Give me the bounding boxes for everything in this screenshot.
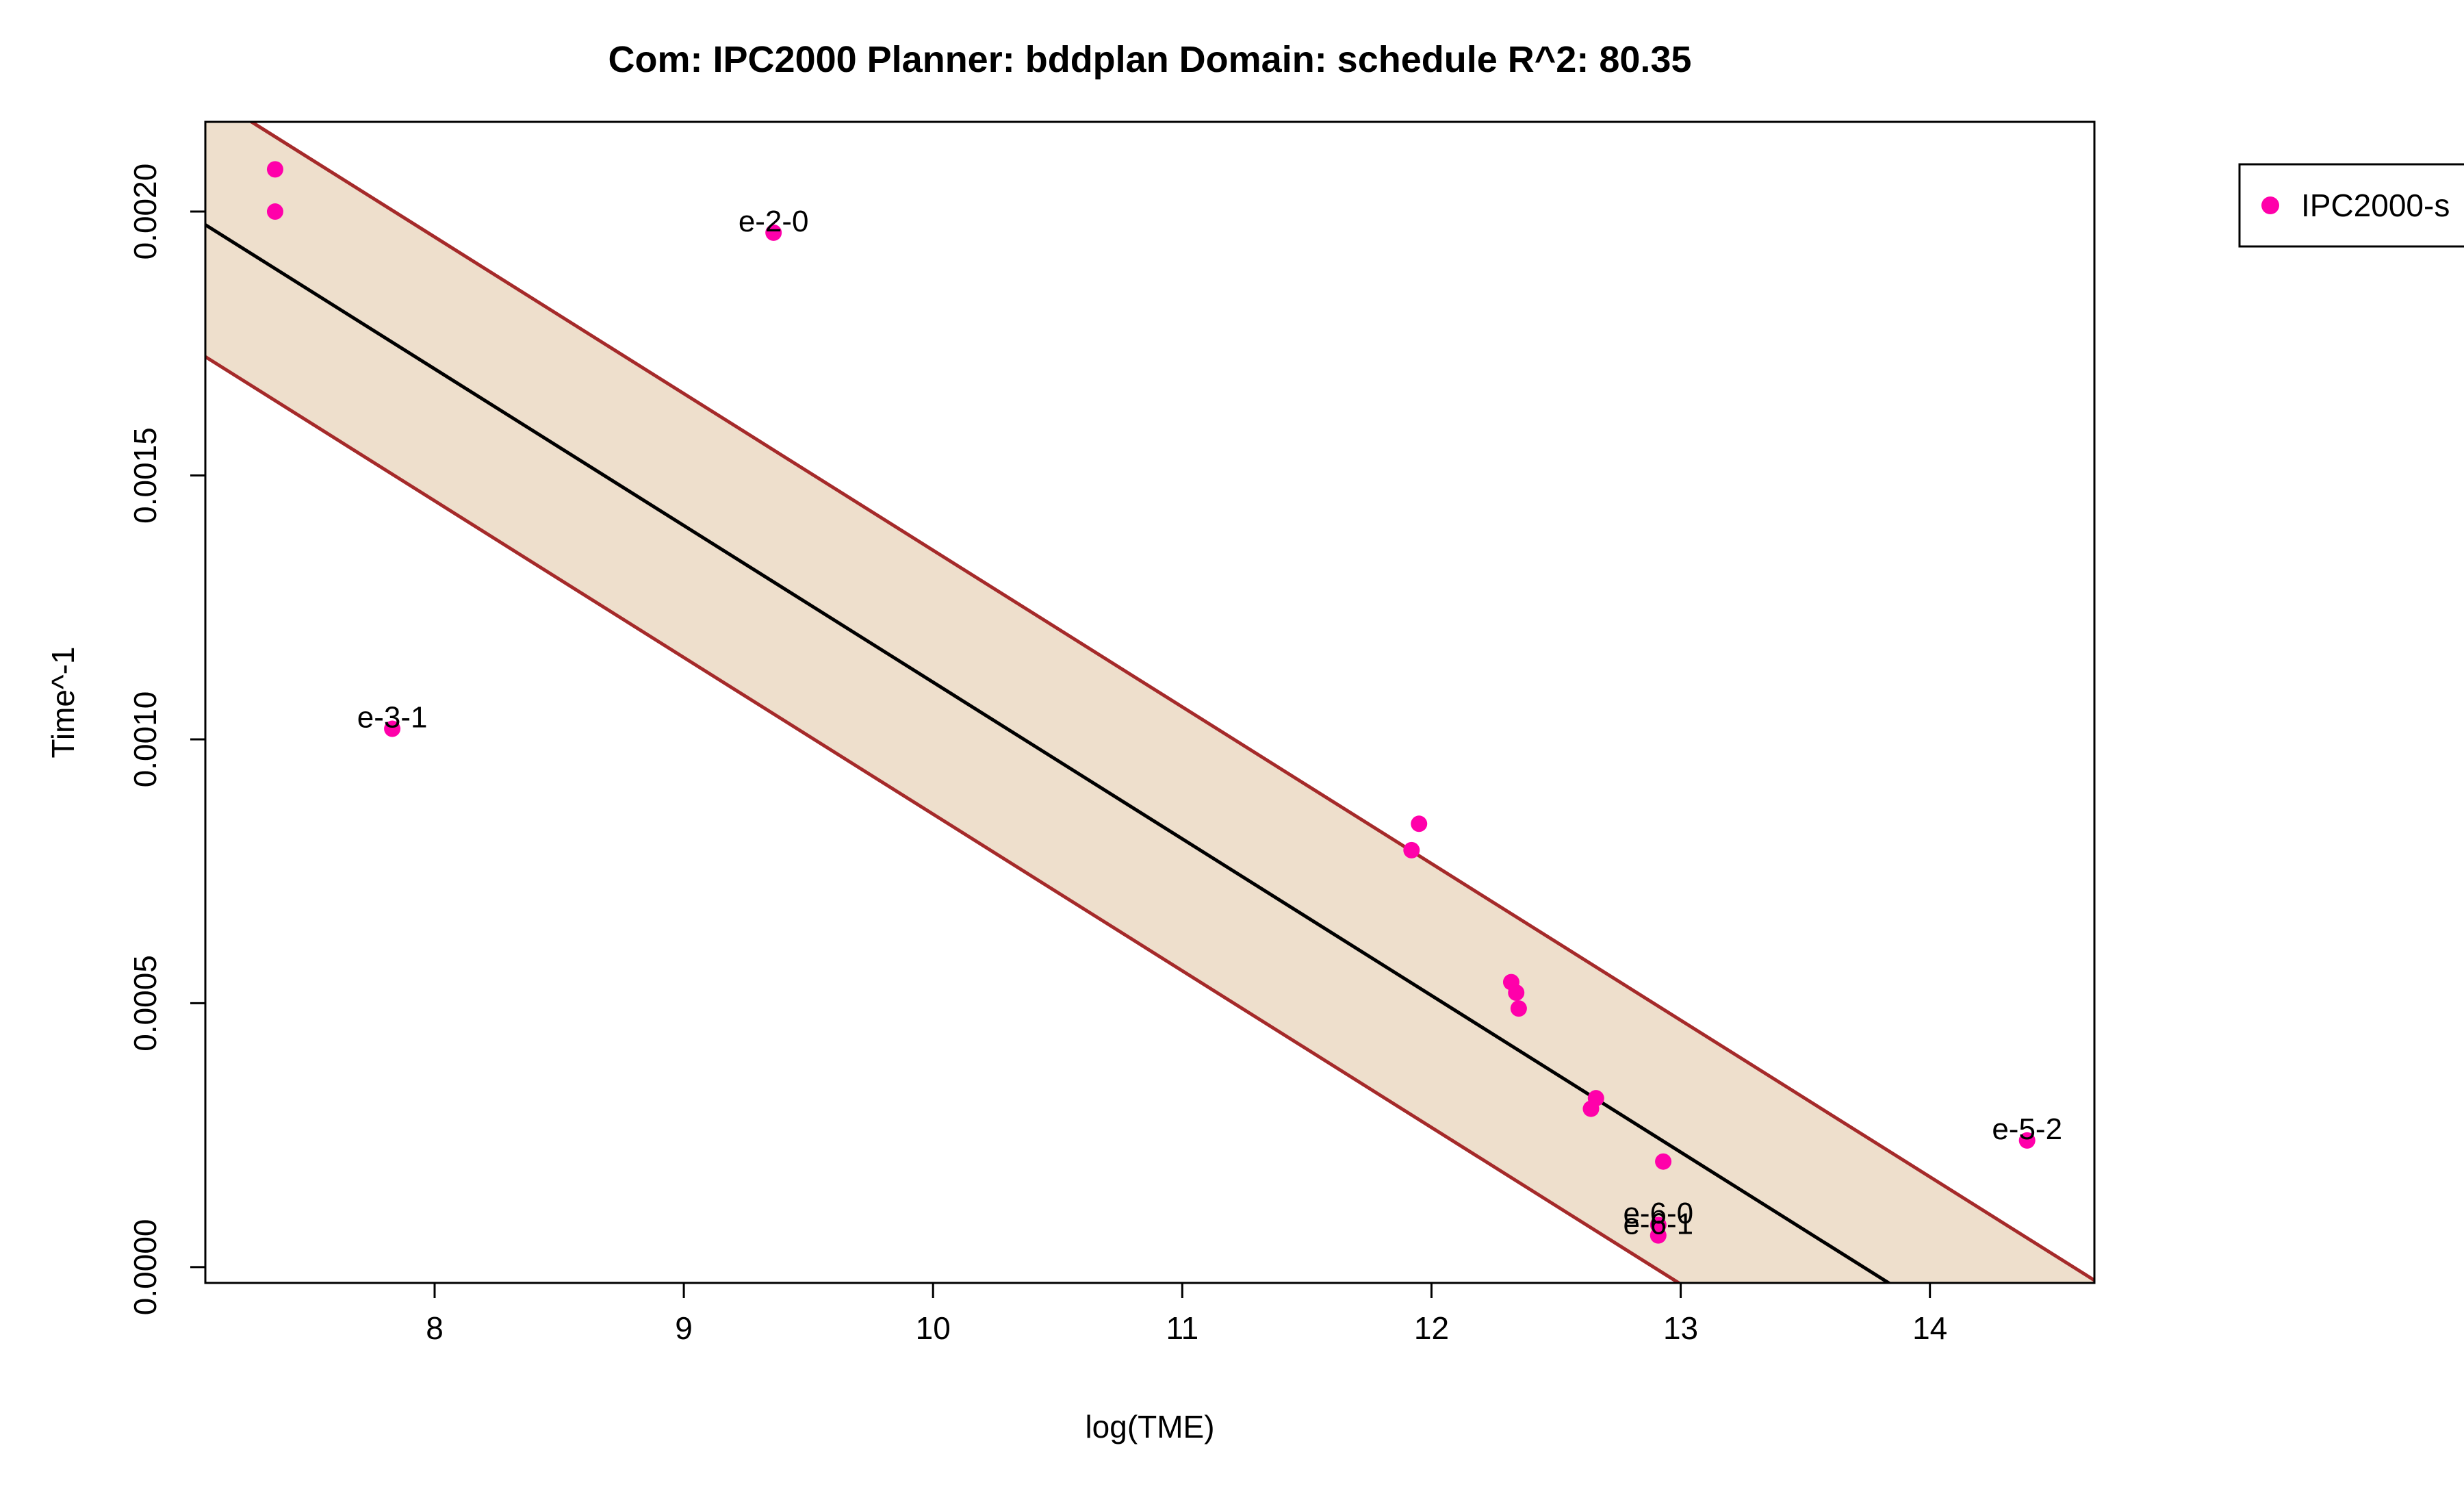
confidence-band: [205, 122, 2094, 1283]
chart-title: Com: IPC2000 Planner: bddplan Domain: sc…: [608, 39, 1692, 80]
y-tick-label: 0.0020: [127, 164, 163, 260]
y-tick-label: 0.0005: [127, 955, 163, 1052]
data-point: [266, 161, 283, 178]
point-label: e-3-1: [357, 701, 428, 735]
y-tick-label: 0.0000: [127, 1219, 163, 1316]
x-tick-label: 10: [916, 1310, 951, 1346]
point-label: e-6-0: [1623, 1197, 1693, 1230]
point-label: e-6-1: [1623, 1208, 1693, 1241]
data-point: [1650, 1217, 1667, 1234]
data-point: [266, 203, 283, 220]
data-point: [765, 224, 782, 241]
x-tick-label: 9: [675, 1310, 693, 1346]
x-tick-label: 14: [1912, 1310, 1947, 1346]
x-tick-label: 11: [1166, 1310, 1198, 1346]
data-point: [1587, 1090, 1604, 1107]
x-axis-label: log(TME): [1085, 1409, 1214, 1445]
legend: IPC2000-s: [2238, 163, 2464, 248]
data-point: [384, 720, 401, 737]
y-axis: 0.0000 0.0005 0.0010 0.0015 0.0020: [127, 164, 207, 1316]
point-label: e-5-2: [1992, 1112, 2062, 1146]
x-tick-label: 13: [1663, 1310, 1698, 1346]
data-point: [1403, 841, 1420, 858]
band-upper-line: [248, 122, 2094, 1282]
x-tick-label: 12: [1414, 1310, 1449, 1346]
y-tick-label: 0.0015: [127, 427, 163, 524]
legend-marker: [2261, 196, 2279, 214]
data-point: [1411, 815, 1428, 832]
band-lower-line: [205, 355, 1682, 1283]
point-label: e-2-0: [739, 205, 809, 238]
data-point: [1508, 984, 1525, 1001]
regression-line: [205, 223, 1892, 1283]
y-axis-label: Time^-1: [45, 647, 81, 759]
x-axis: 8 9 10 11 12 13 14: [426, 1282, 1947, 1346]
data-point: [2018, 1132, 2036, 1149]
data-point: [1510, 1000, 1527, 1017]
y-tick-label: 0.0010: [127, 691, 163, 788]
x-tick-label: 8: [426, 1310, 444, 1346]
data-point: [1655, 1153, 1672, 1170]
legend-label: IPC2000-s: [2301, 188, 2450, 223]
